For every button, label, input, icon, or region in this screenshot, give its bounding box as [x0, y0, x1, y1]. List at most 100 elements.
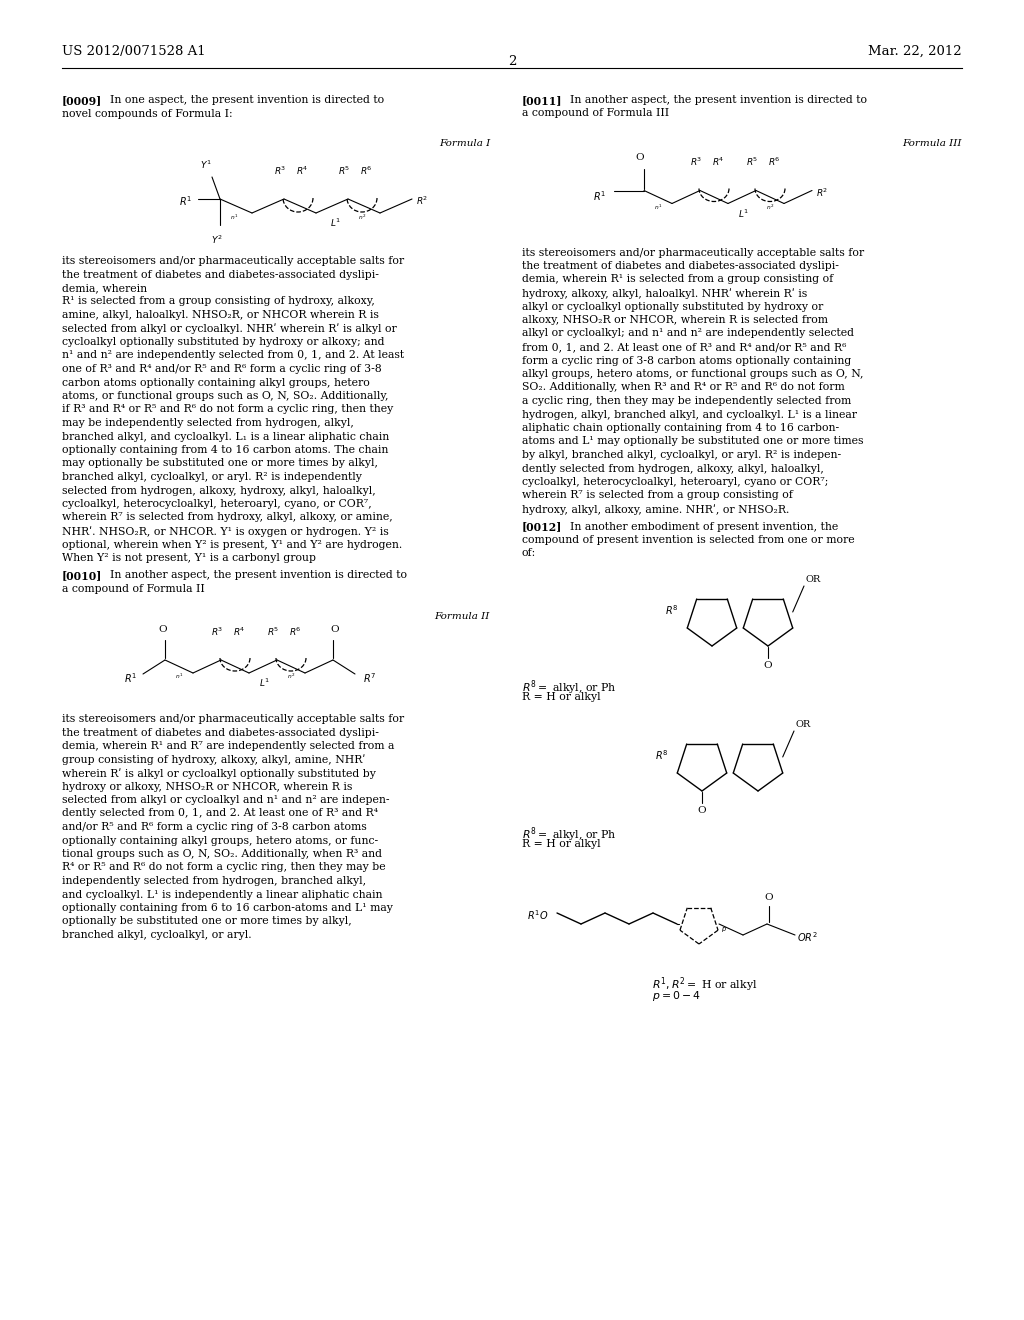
Text: n¹ and n² are independently selected from 0, 1, and 2. At least: n¹ and n² are independently selected fro… [62, 351, 404, 360]
Text: $p = 0-4$: $p = 0-4$ [652, 989, 700, 1003]
Text: carbon atoms optionally containing alkyl groups, hetero: carbon atoms optionally containing alkyl… [62, 378, 370, 388]
Text: demia, wherein R¹ is selected from a group consisting of: demia, wherein R¹ is selected from a gro… [522, 275, 834, 285]
Text: O: O [636, 153, 644, 162]
Text: selected from alkyl or cycloalkyl and n¹ and n² are indepen-: selected from alkyl or cycloalkyl and n¹… [62, 795, 389, 805]
Text: alkyl groups, hetero atoms, or functional groups such as O, N,: alkyl groups, hetero atoms, or functiona… [522, 370, 863, 379]
Text: $R^4$: $R^4$ [296, 165, 308, 177]
Text: hydroxy or alkoxy, NHSO₂R or NHCOR, wherein R is: hydroxy or alkoxy, NHSO₂R or NHCOR, wher… [62, 781, 352, 792]
Text: wherein R⁷ is selected from hydroxy, alkyl, alkoxy, or amine,: wherein R⁷ is selected from hydroxy, alk… [62, 512, 393, 523]
Text: hydroxy, alkoxy, alkyl, haloalkyl. NHRʹ wherein Rʹ is: hydroxy, alkoxy, alkyl, haloalkyl. NHRʹ … [522, 288, 807, 298]
Text: alkoxy, NHSO₂R or NHCOR, wherein R is selected from: alkoxy, NHSO₂R or NHCOR, wherein R is se… [522, 315, 828, 325]
Text: $R^8 =$ alkyl, or Ph: $R^8 =$ alkyl, or Ph [522, 678, 616, 697]
Text: one of R³ and R⁴ and/or R⁵ and R⁶ form a cyclic ring of 3-8: one of R³ and R⁴ and/or R⁵ and R⁶ form a… [62, 364, 382, 374]
Text: atoms and L¹ may optionally be substituted one or more times: atoms and L¹ may optionally be substitut… [522, 437, 863, 446]
Text: optionally be substituted one or more times by alkyl,: optionally be substituted one or more ti… [62, 916, 352, 927]
Text: its stereoisomers and/or pharmaceutically acceptable salts for: its stereoisomers and/or pharmaceuticall… [62, 714, 404, 723]
Text: cycloalkyl, heterocycloalkyl, heteroaryl, cyano, or COR⁷,: cycloalkyl, heterocycloalkyl, heteroaryl… [62, 499, 372, 510]
Text: [0012]: [0012] [522, 521, 562, 532]
Text: branched alkyl, and cycloalkyl. L₁ is a linear aliphatic chain: branched alkyl, and cycloalkyl. L₁ is a … [62, 432, 389, 441]
Text: by alkyl, branched alkyl, cycloalkyl, or aryl. R² is indepen-: by alkyl, branched alkyl, cycloalkyl, or… [522, 450, 841, 459]
Text: $R^1$: $R^1$ [124, 671, 137, 685]
Text: selected from hydrogen, alkoxy, hydroxy, alkyl, haloalkyl,: selected from hydrogen, alkoxy, hydroxy,… [62, 486, 376, 495]
Text: the treatment of diabetes and diabetes-associated dyslipi-: the treatment of diabetes and diabetes-a… [522, 261, 839, 271]
Text: $Y^1$: $Y^1$ [200, 158, 212, 172]
Text: In another embodiment of present invention, the: In another embodiment of present inventi… [570, 521, 839, 532]
Text: R = H or alkyl: R = H or alkyl [522, 840, 601, 849]
Text: demia, wherein R¹ and R⁷ are independently selected from a: demia, wherein R¹ and R⁷ are independent… [62, 741, 394, 751]
Text: [0010]: [0010] [62, 570, 102, 582]
Text: alkyl or cycloalkyl optionally substituted by hydroxy or: alkyl or cycloalkyl optionally substitut… [522, 301, 823, 312]
Text: optionally containing alkyl groups, hetero atoms, or func-: optionally containing alkyl groups, hete… [62, 836, 378, 846]
Text: novel compounds of Formula I:: novel compounds of Formula I: [62, 110, 232, 119]
Text: a compound of Formula III: a compound of Formula III [522, 108, 669, 119]
Text: $R^5$: $R^5$ [267, 626, 280, 638]
Text: and cycloalkyl. L¹ is independently a linear aliphatic chain: and cycloalkyl. L¹ is independently a li… [62, 890, 383, 899]
Text: group consisting of hydroxy, alkoxy, alkyl, amine, NHRʹ: group consisting of hydroxy, alkoxy, alk… [62, 755, 366, 766]
Text: hydroxy, alkyl, alkoxy, amine. NHRʹ, or NHSO₂R.: hydroxy, alkyl, alkoxy, amine. NHRʹ, or … [522, 504, 790, 515]
Text: $R^4$: $R^4$ [712, 156, 724, 169]
Text: $R^8$: $R^8$ [665, 603, 678, 616]
Text: optionally containing from 4 to 16 carbon atoms. The chain: optionally containing from 4 to 16 carbo… [62, 445, 388, 455]
Text: O: O [765, 894, 773, 902]
Text: may optionally be substituted one or more times by alkyl,: may optionally be substituted one or mor… [62, 458, 378, 469]
Text: independently selected from hydrogen, branched alkyl,: independently selected from hydrogen, br… [62, 876, 367, 886]
Text: NHRʹ. NHSO₂R, or NHCOR. Y¹ is oxygen or hydrogen. Y² is: NHRʹ. NHSO₂R, or NHCOR. Y¹ is oxygen or … [62, 525, 389, 537]
Text: R¹ is selected from a group consisting of hydroxy, alkoxy,: R¹ is selected from a group consisting o… [62, 297, 375, 306]
Text: branched alkyl, cycloalkyl, or aryl. R² is independently: branched alkyl, cycloalkyl, or aryl. R² … [62, 473, 361, 482]
Text: wherein R⁷ is selected from a group consisting of: wherein R⁷ is selected from a group cons… [522, 491, 793, 500]
Text: $R^1O$: $R^1O$ [527, 908, 549, 921]
Text: the treatment of diabetes and diabetes-associated dyslipi-: the treatment of diabetes and diabetes-a… [62, 727, 379, 738]
Text: OR: OR [796, 719, 811, 729]
Text: Formula I: Formula I [438, 139, 490, 148]
Text: alkyl or cycloalkyl; and n¹ and n² are independently selected: alkyl or cycloalkyl; and n¹ and n² are i… [522, 329, 854, 338]
Text: optional, wherein when Y² is present, Y¹ and Y² are hydrogen.: optional, wherein when Y² is present, Y¹… [62, 540, 402, 549]
Text: $R^6$: $R^6$ [359, 165, 373, 177]
Text: $R^5$: $R^5$ [745, 156, 758, 169]
Text: SO₂. Additionally, when R³ and R⁴ or R⁵ and R⁶ do not form: SO₂. Additionally, when R³ and R⁴ or R⁵ … [522, 383, 845, 392]
Text: its stereoisomers and/or pharmaceutically acceptable salts for: its stereoisomers and/or pharmaceuticall… [522, 248, 864, 257]
Text: $L^1$: $L^1$ [259, 677, 270, 689]
Text: atoms, or functional groups such as O, N, SO₂. Additionally,: atoms, or functional groups such as O, N… [62, 391, 388, 401]
Text: $_{n^1}$: $_{n^1}$ [175, 672, 183, 681]
Text: In another aspect, the present invention is directed to: In another aspect, the present invention… [570, 95, 867, 106]
Text: of:: of: [522, 549, 537, 558]
Text: 2: 2 [508, 55, 516, 69]
Text: Mar. 22, 2012: Mar. 22, 2012 [868, 45, 962, 58]
Text: R = H or alkyl: R = H or alkyl [522, 692, 601, 702]
Text: OR: OR [806, 576, 821, 583]
Text: $_{n^1}$: $_{n^1}$ [229, 213, 239, 222]
Text: O: O [159, 624, 167, 634]
Text: Formula II: Formula II [434, 612, 490, 620]
Text: $R^6$: $R^6$ [768, 156, 780, 169]
Text: $_{n^1}$: $_{n^1}$ [654, 202, 663, 213]
Text: $Y^2$: $Y^2$ [211, 234, 223, 247]
Text: $L^1$: $L^1$ [331, 216, 342, 230]
Text: $_p$: $_p$ [721, 924, 727, 933]
Text: $R^5$: $R^5$ [338, 165, 350, 177]
Text: a cyclic ring, then they may be independently selected from: a cyclic ring, then they may be independ… [522, 396, 851, 407]
Text: [0011]: [0011] [522, 95, 562, 106]
Text: US 2012/0071528 A1: US 2012/0071528 A1 [62, 45, 206, 58]
Text: a compound of Formula II: a compound of Formula II [62, 583, 205, 594]
Text: $_{n^2}$: $_{n^2}$ [287, 672, 295, 681]
Text: the treatment of diabetes and diabetes-associated dyslipi-: the treatment of diabetes and diabetes-a… [62, 269, 379, 280]
Text: wherein Rʹ is alkyl or cycloalkyl optionally substituted by: wherein Rʹ is alkyl or cycloalkyl option… [62, 768, 376, 779]
Text: $R^8 =$ alkyl, or Ph: $R^8 =$ alkyl, or Ph [522, 825, 616, 843]
Text: demia, wherein: demia, wherein [62, 282, 147, 293]
Text: if R³ and R⁴ or R⁵ and R⁶ do not form a cyclic ring, then they: if R³ and R⁴ or R⁵ and R⁶ do not form a … [62, 404, 393, 414]
Text: O: O [697, 807, 707, 814]
Text: dently selected from hydrogen, alkoxy, alkyl, haloalkyl,: dently selected from hydrogen, alkoxy, a… [522, 463, 824, 474]
Text: form a cyclic ring of 3-8 carbon atoms optionally containing: form a cyclic ring of 3-8 carbon atoms o… [522, 355, 851, 366]
Text: may be independently selected from hydrogen, alkyl,: may be independently selected from hydro… [62, 418, 354, 428]
Text: $R^1$: $R^1$ [179, 194, 193, 209]
Text: branched alkyl, cycloalkyl, or aryl.: branched alkyl, cycloalkyl, or aryl. [62, 931, 252, 940]
Text: In another aspect, the present invention is directed to: In another aspect, the present invention… [110, 570, 407, 581]
Text: $R^1$: $R^1$ [593, 190, 606, 203]
Text: $OR^2$: $OR^2$ [797, 931, 818, 944]
Text: O: O [764, 661, 772, 671]
Text: compound of present invention is selected from one or more: compound of present invention is selecte… [522, 535, 855, 545]
Text: $R^2$: $R^2$ [816, 186, 828, 199]
Text: $R^3$: $R^3$ [211, 626, 223, 638]
Text: $R^1, R^2 =$ H or alkyl: $R^1, R^2 =$ H or alkyl [652, 975, 758, 994]
Text: and/or R⁵ and R⁶ form a cyclic ring of 3-8 carbon atoms: and/or R⁵ and R⁶ form a cyclic ring of 3… [62, 822, 367, 832]
